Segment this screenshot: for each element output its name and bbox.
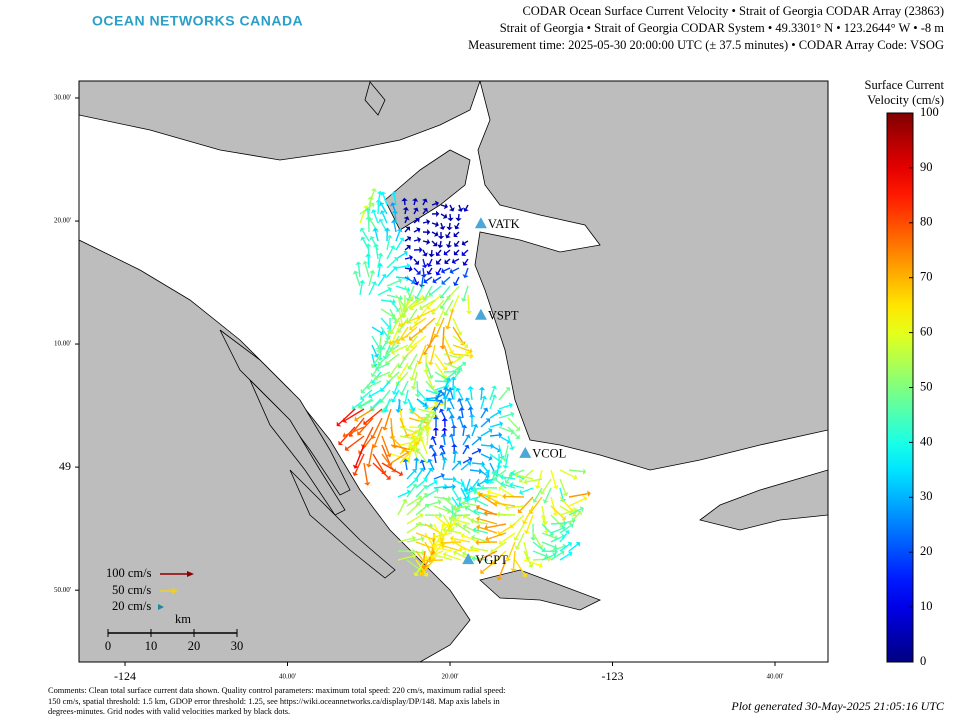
station-label: VATK: [488, 217, 520, 231]
current-vector: [423, 268, 424, 275]
comments: Comments: Clean total surface current da…: [48, 686, 518, 718]
colorbar-title: Surface Current: [865, 78, 945, 92]
y-tick-label: 10.00': [54, 340, 71, 348]
y-tick-label: 49: [59, 459, 71, 473]
station-label: VCOL: [532, 447, 566, 461]
scale-tick-label: 30: [231, 639, 244, 653]
current-vector: [423, 222, 427, 223]
scale-tick-label: 20: [188, 639, 201, 653]
legend-label: 50 cm/s: [112, 583, 151, 597]
comments-box: Comments: Clean total surface current da…: [48, 686, 518, 720]
footer: Plot generated 30-May-2025 21:05:16 UTC: [730, 699, 945, 713]
current-vector: [378, 202, 379, 214]
colorbar-tick-label: 0: [920, 654, 926, 668]
current-vector: [427, 400, 436, 401]
x-tick-label: -124: [114, 669, 136, 683]
legend-label: 20 cm/s: [112, 599, 151, 613]
current-vector: [542, 551, 555, 552]
colorbar-tick-label: 10: [920, 599, 933, 613]
logo: OCEAN NETWORKS CANADA: [92, 13, 303, 29]
station-label: VSPT: [488, 309, 519, 323]
y-tick-label: 20.00': [54, 217, 71, 225]
colorbar-tick-label: 70: [920, 270, 933, 284]
x-tick-label: 40.00': [767, 673, 784, 681]
current-vector: [468, 295, 469, 311]
x-tick-label: -123: [602, 669, 624, 683]
y-tick-label: 50.00': [54, 586, 71, 594]
current-vector: [423, 241, 427, 242]
legend-label: 100 cm/s: [106, 566, 152, 580]
current-vector: [506, 496, 524, 497]
scale-unit: km: [175, 612, 191, 626]
current-vector: [440, 241, 441, 245]
y-tick-label: 30.00': [54, 94, 71, 102]
scale-tick-label: 0: [105, 639, 111, 653]
current-vector: [368, 257, 369, 268]
colorbar-tick-label: 30: [920, 489, 933, 503]
colorbar-tick-label: 60: [920, 324, 933, 338]
scale-tick-label: 10: [145, 639, 158, 653]
current-vector: [425, 560, 443, 561]
title-line: CODAR Ocean Surface Current Velocity • S…: [522, 4, 944, 18]
colorbar-tick-label: 50: [920, 379, 933, 393]
current-vector: [500, 514, 515, 515]
current-vector: [435, 381, 447, 382]
colorbar-tick-label: 90: [920, 160, 933, 174]
title-line: Measurement time: 2025-05-30 20:00:00 UT…: [468, 38, 944, 52]
x-tick-label: 20.00': [442, 673, 459, 681]
current-vector: [443, 542, 461, 543]
colorbar-tick-label: 20: [920, 544, 933, 558]
current-vector: [481, 390, 482, 400]
colorbar-tick-label: 40: [920, 434, 933, 448]
title-line: Strait of Georgia • Strait of Georgia CO…: [500, 21, 945, 35]
current-vector: [405, 268, 409, 269]
colorbar-tick-label: 80: [920, 215, 933, 229]
current-vector: [405, 210, 406, 214]
x-tick-label: 40.00': [279, 673, 296, 681]
current-vector: [490, 435, 499, 436]
station-label: VGPT: [475, 553, 508, 567]
colorbar-tick-label: 100: [920, 105, 939, 119]
current-vector: [417, 381, 418, 394]
